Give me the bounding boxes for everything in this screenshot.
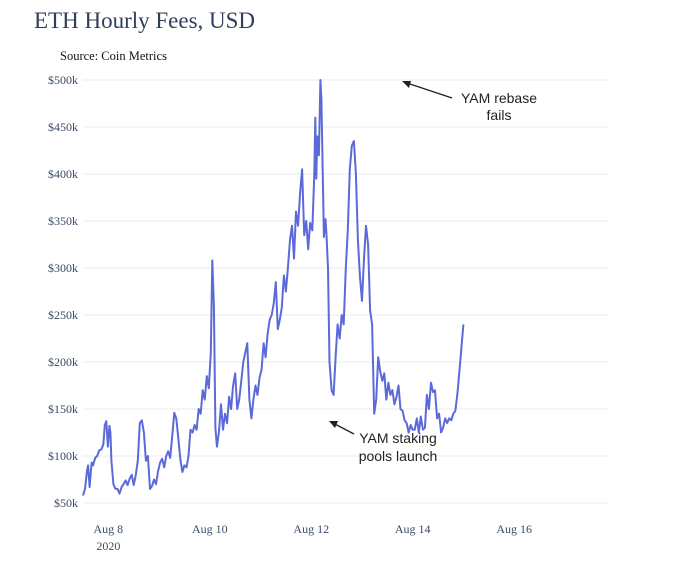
annotation-arrowhead-rebase — [402, 81, 411, 88]
y-tick-label: $300k — [48, 261, 78, 275]
y-tick-label: $450k — [48, 120, 78, 134]
y-axis-ticks: $50k $100k $150k $200k $250k $300k $350k $400k $… — [48, 73, 78, 510]
y-tick-label: $400k — [48, 167, 78, 181]
annotation-staking-line2: pools launch — [359, 448, 438, 464]
y-tick-label: $150k — [48, 402, 78, 416]
x-axis-ticks: Aug 8 2020 Aug 10 Aug 12 Aug 14 Aug 16 — [94, 522, 532, 553]
y-tick-label: $100k — [48, 449, 78, 463]
x-tick-sublabel: 2020 — [96, 539, 120, 553]
x-tick-label: Aug 12 — [293, 522, 329, 536]
x-tick-label: Aug 10 — [192, 522, 228, 536]
chart-title: ETH Hourly Fees, USD — [34, 8, 256, 33]
y-tick-label: $250k — [48, 308, 78, 322]
chart-source: Source: Coin Metrics — [60, 49, 167, 63]
annotation-rebase-line1: YAM rebase — [461, 90, 537, 106]
y-tick-label: $200k — [48, 355, 78, 369]
annotation-rebase-line2: fails — [487, 107, 512, 123]
annotation-arrow-rebase — [403, 81, 453, 99]
y-tick-label: $350k — [48, 214, 78, 228]
annotation-arrowhead-staking — [329, 421, 338, 428]
y-tick-label: $50k — [54, 496, 78, 510]
x-tick-label: Aug 8 — [94, 522, 124, 536]
x-tick-label: Aug 14 — [395, 522, 431, 536]
y-tick-label: $500k — [48, 73, 78, 87]
x-tick-label: Aug 16 — [496, 522, 532, 536]
series-line-hourly-fees — [82, 79, 465, 496]
annotation-staking-line1: YAM staking — [359, 430, 437, 446]
annotations: YAM rebase fails YAM staking pools launc… — [329, 81, 537, 464]
